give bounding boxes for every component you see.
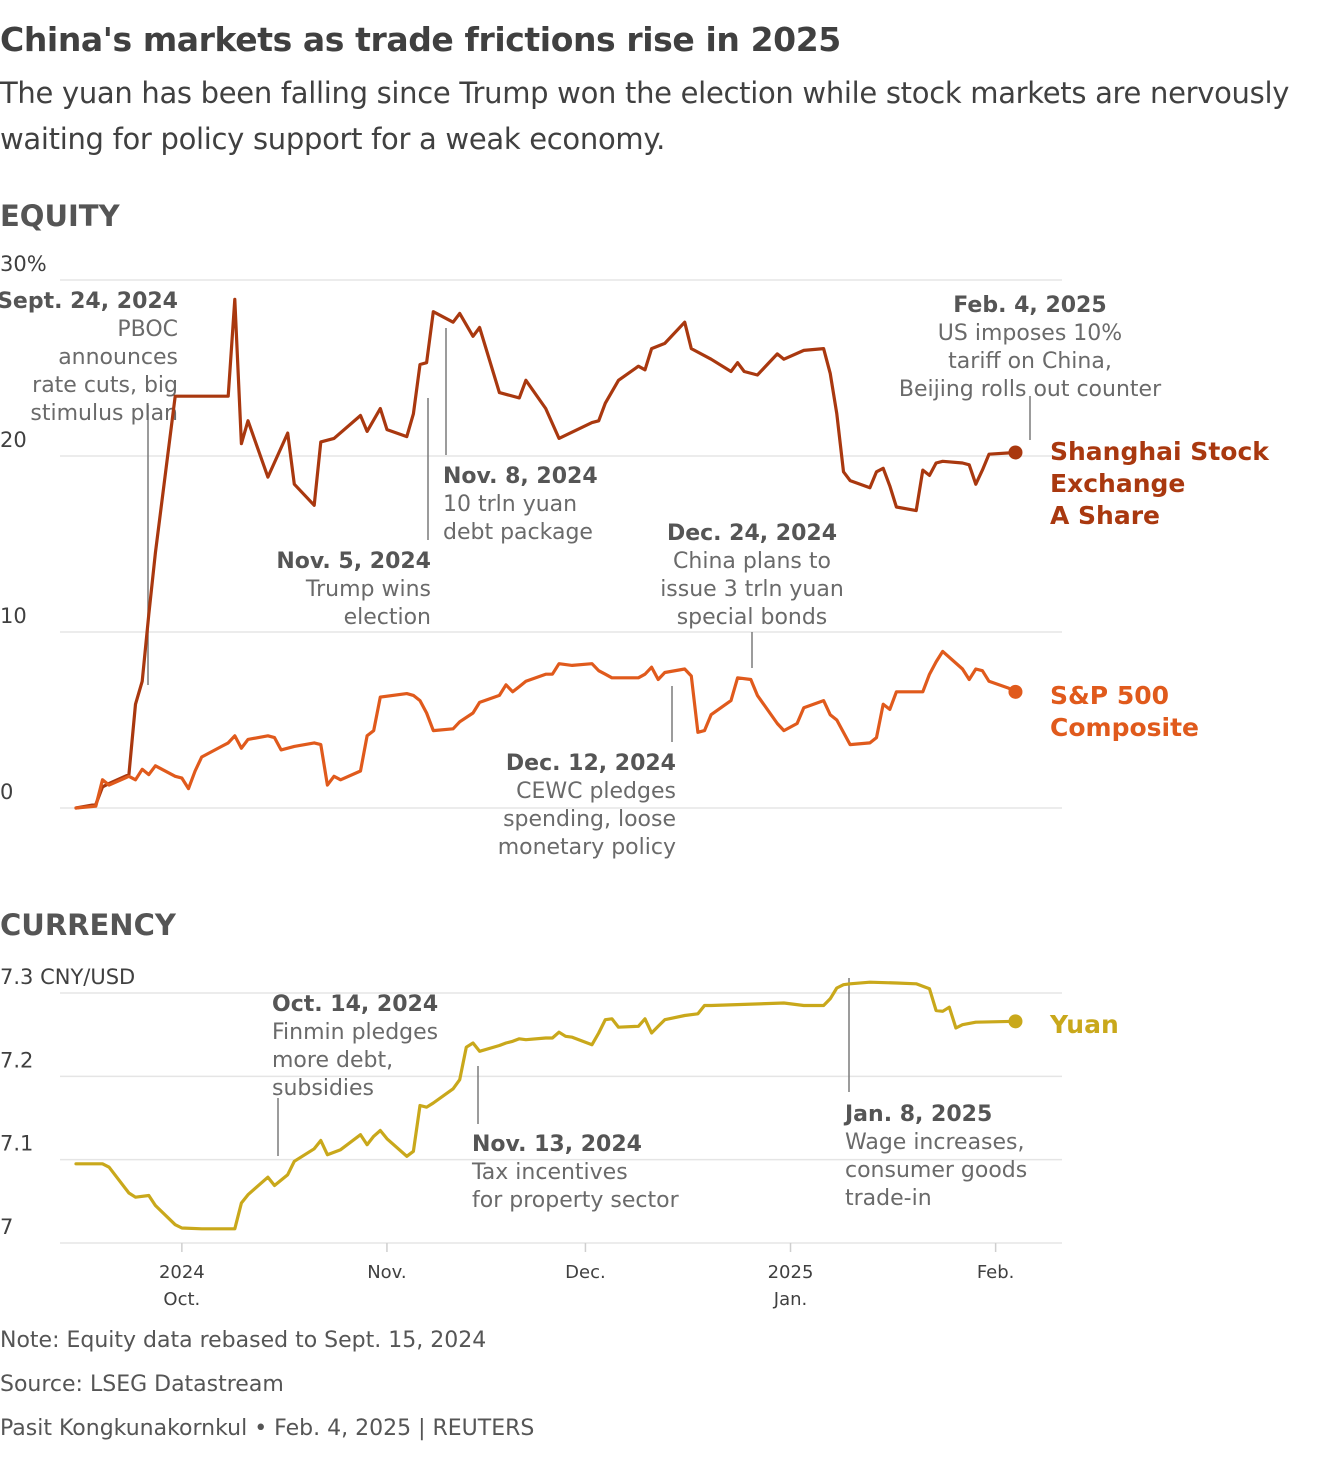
x-tick-label: Nov.: [367, 1262, 406, 1283]
annotation-text: Trump wins: [305, 577, 431, 602]
y-tick-label: 7.3 CNY/USD: [0, 965, 135, 989]
annotation-text: Wage increases,: [845, 1130, 1025, 1155]
x-tick-label: 2024: [159, 1262, 205, 1283]
annotation-text: Tax incentives: [471, 1160, 628, 1185]
annotation-date: Sept. 24, 2024: [0, 289, 178, 314]
annotation-text: stimulus plan: [30, 401, 178, 426]
series-end-dot: [1008, 1014, 1023, 1029]
annotation-text: consumer goods: [845, 1158, 1027, 1183]
annotation-date: Nov. 8, 2024: [443, 464, 598, 489]
annotation-text: announces: [58, 345, 178, 370]
annotation-date: Nov. 5, 2024: [276, 549, 431, 574]
chart-title: China's markets as trade frictions rise …: [0, 20, 841, 59]
annotation-date: Dec. 24, 2024: [667, 521, 837, 546]
annotation-text: 10 trln yuan: [443, 492, 577, 517]
y-tick-label: 7.2: [0, 1048, 33, 1072]
x-tick-label: Jan.: [773, 1289, 807, 1310]
y-tick-label: 20: [0, 428, 27, 452]
series-end-dot: [1008, 445, 1023, 460]
panel-title-1: CURRENCY: [0, 908, 177, 942]
x-tick-label: Feb.: [977, 1262, 1015, 1283]
series-label: Shanghai Stock: [1050, 437, 1270, 466]
panel-title-0: EQUITY: [0, 199, 121, 233]
y-tick-label: 7.1: [0, 1132, 33, 1156]
annotation-text: CEWC pledges: [516, 779, 676, 804]
series-line: [74, 980, 1018, 1231]
x-tick-label: 2025: [768, 1262, 814, 1283]
annotation-text: Finmin pledges: [272, 1020, 438, 1045]
annotation-text: rate cuts, big: [32, 373, 178, 398]
footer-source: Source: LSEG Datastream: [0, 1372, 284, 1397]
series-label: A Share: [1050, 501, 1160, 530]
annotation-text: monetary policy: [498, 835, 676, 860]
annotation-text: election: [344, 605, 431, 630]
annotation-text: PBOC: [117, 317, 178, 342]
annotation-text: special bonds: [677, 605, 828, 630]
annotation-text: tariff on China,: [948, 349, 1112, 374]
annotation-text: debt package: [443, 520, 593, 545]
series-line: [74, 297, 1018, 810]
annotation-date: Dec. 12, 2024: [506, 751, 676, 776]
y-tick-label: 0: [0, 780, 13, 804]
annotation-date: Feb. 4, 2025: [953, 293, 1106, 318]
chart-subtitle: The yuan has been falling since Trump wo…: [0, 76, 1290, 156]
annotation-text: Beijing rolls out counter: [899, 377, 1162, 402]
x-tick-label: Dec.: [565, 1262, 606, 1283]
annotation-date: Oct. 14, 2024: [272, 992, 438, 1017]
y-tick-label: 30%: [0, 252, 47, 276]
annotation-text: China plans to: [673, 549, 831, 574]
annotation-text: trade-in: [845, 1186, 932, 1211]
y-tick-label: 7: [0, 1215, 13, 1239]
series-label: Composite: [1050, 713, 1199, 742]
series-end-dot: [1008, 684, 1023, 699]
series-line: [74, 649, 1018, 810]
series-label: Yuan: [1049, 1010, 1119, 1039]
series-label: Exchange: [1050, 469, 1185, 498]
annotation-date: Jan. 8, 2025: [843, 1102, 992, 1127]
annotation-text: subsidies: [272, 1076, 374, 1101]
x-tick-label: Oct.: [163, 1289, 200, 1310]
footer-note: Note: Equity data rebased to Sept. 15, 2…: [0, 1328, 487, 1353]
annotation-date: Nov. 13, 2024: [472, 1132, 642, 1157]
annotation-text: US imposes 10%: [938, 321, 1122, 346]
annotation-text: more debt,: [272, 1048, 393, 1073]
footer-credit: Pasit Kongkunakornkul • Feb. 4, 2025 | R…: [0, 1416, 535, 1441]
series-label: S&P 500: [1050, 681, 1169, 710]
annotation-text: spending, loose: [503, 807, 676, 832]
annotation-text: issue 3 trln yuan: [660, 577, 844, 602]
y-tick-label: 10: [0, 604, 27, 628]
annotation-text: for property sector: [472, 1188, 680, 1213]
